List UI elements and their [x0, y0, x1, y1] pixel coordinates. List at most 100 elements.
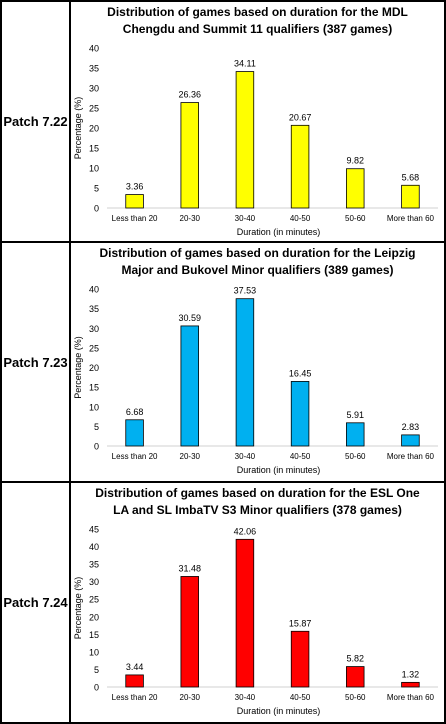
data-label: 42.06	[234, 526, 257, 536]
data-label: 9.82	[346, 156, 364, 166]
bar	[180, 576, 199, 688]
data-label: 20.67	[289, 112, 312, 122]
y-tick-label: 20	[89, 124, 99, 134]
y-tick-label: 35	[89, 304, 99, 314]
data-label: 34.11	[234, 59, 256, 69]
y-tick-label: 30	[89, 84, 99, 94]
x-tick-label: More than 60	[387, 693, 435, 702]
bar	[346, 666, 365, 688]
y-tick-label: 35	[89, 64, 99, 74]
x-tick-label: 30-40	[235, 214, 256, 223]
patch-row-7-24: Patch 7.24 Distribution of games based o…	[0, 483, 446, 724]
chart-cell: Distribution of games based on duration …	[71, 483, 444, 722]
bar	[235, 71, 255, 209]
bar	[401, 434, 420, 447]
x-tick-label: 20-30	[180, 452, 201, 461]
bar	[125, 194, 144, 209]
x-tick-label: 30-40	[235, 693, 256, 702]
bar	[235, 298, 255, 447]
x-tick-label: Less than 20	[112, 452, 158, 461]
patch-label-cell: Patch 7.22	[2, 2, 71, 241]
y-tick-label: 20	[89, 363, 99, 373]
x-tick-label: 40-50	[290, 452, 311, 461]
duration-bar-chart: Distribution of games based on duration …	[73, 246, 438, 475]
bar	[346, 422, 365, 447]
bar	[180, 102, 199, 209]
chart-title-line-1: Distribution of games based on duration …	[107, 5, 408, 19]
bar	[125, 419, 144, 447]
y-axis-label: Percentage (%)	[73, 336, 83, 399]
patch-label-cell: Patch 7.23	[2, 243, 71, 481]
patch-row-7-22: Patch 7.22 Distribution of games based o…	[0, 0, 446, 243]
x-tick-label: 20-30	[180, 214, 201, 223]
y-tick-label: 15	[89, 630, 99, 640]
y-tick-label: 15	[89, 144, 99, 154]
bar	[235, 538, 255, 688]
chart-title-line-1: Distribution of games based on duration …	[99, 246, 415, 260]
y-tick-label: 30	[89, 577, 99, 587]
data-label: 5.82	[346, 654, 364, 664]
x-tick-label: 40-50	[290, 693, 311, 702]
x-tick-label: 40-50	[290, 214, 311, 223]
y-tick-label: 40	[89, 44, 99, 54]
data-label: 5.91	[346, 410, 364, 420]
patch-label: Patch 7.22	[3, 114, 68, 129]
duration-bar-chart: Distribution of games based on duration …	[73, 5, 438, 237]
bar	[125, 674, 144, 688]
data-label: 1.32	[402, 669, 420, 679]
x-tick-label: More than 60	[387, 452, 435, 461]
chart-title-line-2: Major and Bukovel Minor qualifiers (389 …	[121, 263, 393, 277]
chart-title-line-1: Distribution of games based on duration …	[95, 486, 420, 500]
bar	[401, 681, 420, 688]
x-tick-label: 50-60	[345, 452, 366, 461]
x-tick-label: Less than 20	[112, 693, 158, 702]
y-tick-label: 35	[89, 560, 99, 570]
chart-cell: Distribution of games based on duration …	[71, 243, 444, 481]
y-tick-label: 25	[89, 595, 99, 605]
x-tick-label: 30-40	[235, 452, 256, 461]
y-tick-label: 40	[89, 285, 99, 295]
bar	[290, 630, 310, 688]
y-tick-label: 25	[89, 104, 99, 114]
y-axis-label: Percentage (%)	[73, 97, 83, 160]
y-tick-label: 5	[94, 184, 99, 194]
patch-label: Patch 7.23	[3, 354, 68, 370]
bar	[346, 168, 365, 209]
y-tick-label: 0	[94, 442, 99, 452]
x-tick-label: 20-30	[180, 693, 201, 702]
data-label: 16.45	[289, 368, 312, 378]
y-tick-label: 45	[89, 525, 99, 535]
patch-label-cell: Patch 7.24	[2, 483, 71, 722]
data-label: 31.48	[178, 563, 201, 573]
duration-bar-chart: Distribution of games based on duration …	[73, 486, 438, 716]
data-label: 37.53	[234, 286, 257, 296]
y-tick-label: 25	[89, 343, 99, 353]
bar	[290, 381, 310, 447]
y-tick-label: 30	[89, 324, 99, 334]
x-axis-label: Duration (in minutes)	[237, 706, 321, 716]
y-axis-label: Percentage (%)	[73, 577, 83, 640]
y-tick-label: 10	[89, 164, 99, 174]
x-tick-label: 50-60	[345, 693, 366, 702]
y-tick-label: 10	[89, 402, 99, 412]
y-tick-label: 15	[89, 383, 99, 393]
patch-row-7-23: Patch 7.23 Distribution of games based o…	[0, 243, 446, 483]
data-label: 2.83	[402, 422, 420, 432]
y-tick-label: 5	[94, 422, 99, 432]
chart-title-line-2: LA and SL ImbaTV S3 Minor qualifiers (37…	[113, 503, 402, 517]
data-label: 26.36	[178, 90, 201, 100]
y-tick-label: 5	[94, 665, 99, 675]
x-axis-label: Duration (in minutes)	[237, 227, 321, 237]
data-label: 6.68	[126, 407, 144, 417]
x-tick-label: Less than 20	[112, 214, 158, 223]
y-tick-label: 20	[89, 612, 99, 622]
y-tick-label: 40	[89, 542, 99, 552]
bar	[290, 124, 310, 209]
data-label: 5.68	[402, 172, 420, 182]
data-label: 3.36	[126, 182, 144, 192]
x-tick-label: More than 60	[387, 214, 435, 223]
x-axis-label: Duration (in minutes)	[237, 465, 321, 475]
data-label: 15.87	[289, 618, 312, 628]
x-tick-label: 50-60	[345, 214, 366, 223]
